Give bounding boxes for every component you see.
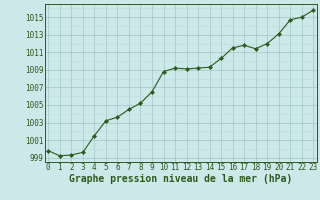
X-axis label: Graphe pression niveau de la mer (hPa): Graphe pression niveau de la mer (hPa) [69, 174, 292, 184]
